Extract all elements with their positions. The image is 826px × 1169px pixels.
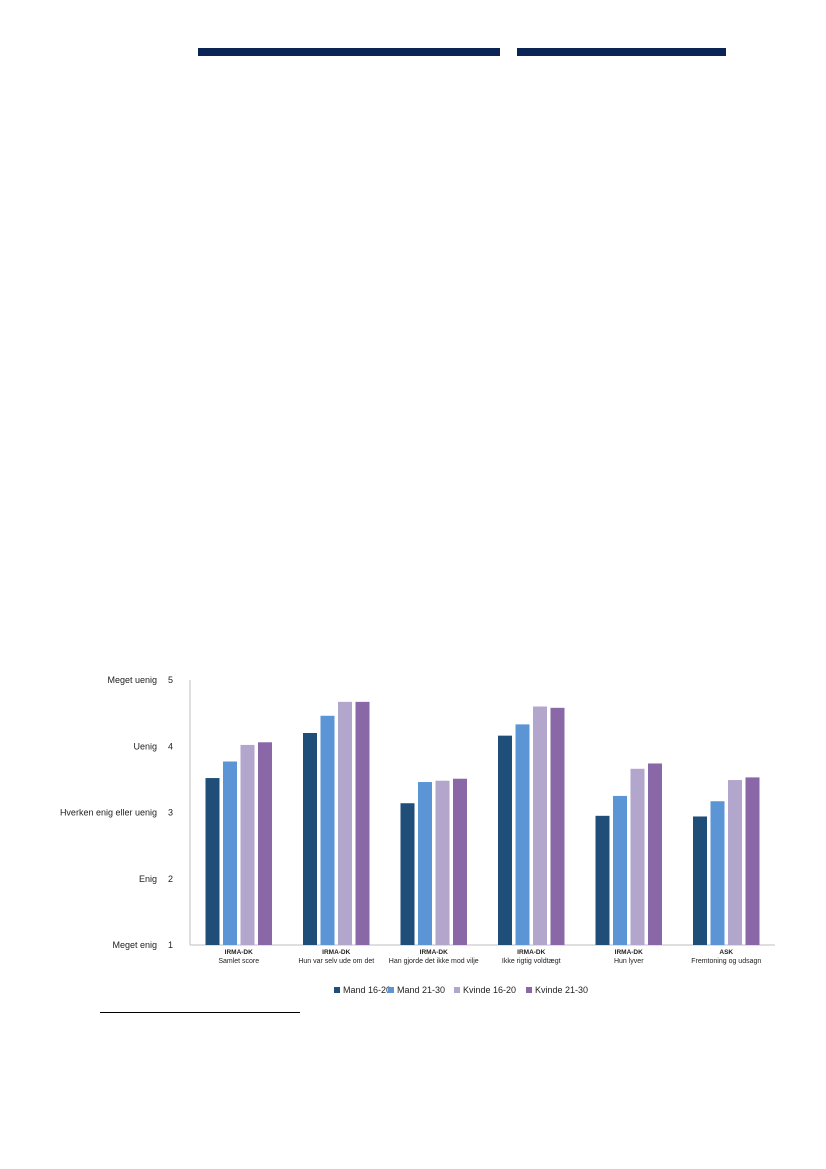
bar [550,707,565,945]
y-tick-number: 3 [168,808,173,818]
bar [648,763,662,945]
bar [710,801,725,945]
bar [533,706,547,945]
bar [223,761,237,945]
category-label-line1: IRMA-DK [420,949,448,956]
bar [418,782,432,945]
bar [630,768,645,945]
legend-swatch [388,987,394,993]
bar [303,733,317,945]
y-tick-label: Hverken enig eller uenig [60,808,157,818]
y-tick-label: Uenig [133,741,157,751]
y-tick-number: 1 [168,940,173,950]
legend-label: Kvinde 21-30 [535,985,588,995]
legend-label: Kvinde 16-20 [463,985,516,995]
category-label-line2: Samlet score [218,958,259,965]
category-label-line1: IRMA-DK [615,949,643,956]
bar [400,803,415,945]
category-label-line2: Hun lyver [614,958,644,965]
bar [355,701,370,945]
category-label-line1: IRMA-DK [517,949,545,956]
bar [693,816,707,945]
bar [453,778,467,945]
legend-swatch [334,987,340,993]
bar [205,778,220,945]
y-tick-number: 5 [168,675,173,685]
bar [258,742,272,945]
category-label-line1: IRMA-DK [322,949,350,956]
bar [728,780,742,945]
bar [595,815,610,945]
category-label-line2: Hun var selv ude om det [298,958,374,965]
y-tick-label: Meget uenig [107,675,157,685]
legend-swatch [454,987,460,993]
category-label-line2: Ikke rigtig voldtægt [502,958,561,965]
header-bar-right [517,48,726,56]
bar [613,795,627,945]
bar [498,735,512,945]
y-tick-label: Enig [139,874,157,884]
bar [435,780,450,945]
y-tick-label: Meget enig [112,940,157,950]
category-label-line1: IRMA-DK [225,949,253,956]
legend-swatch [526,987,532,993]
category-label-line2: Han gjorde det ikke mod vilje [389,958,479,965]
category-label-line1: ASK [719,949,733,956]
y-tick-number: 4 [168,741,173,751]
bar [240,744,255,945]
category-label-line2: Fremtoning og udsagn [691,958,761,965]
footnote-rule [100,1012,300,1013]
bar [338,701,352,945]
bar [515,724,530,945]
bar [320,715,335,945]
header-bar-left [198,48,500,56]
bar-chart: Meget uenig 5 Uenig 4 Hverken enig eller uen… [60,675,775,995]
legend-label: Mand 16-20 [343,985,391,995]
legend-label: Mand 21-30 [397,985,445,995]
y-tick-number: 2 [168,874,173,884]
bar [745,777,760,945]
